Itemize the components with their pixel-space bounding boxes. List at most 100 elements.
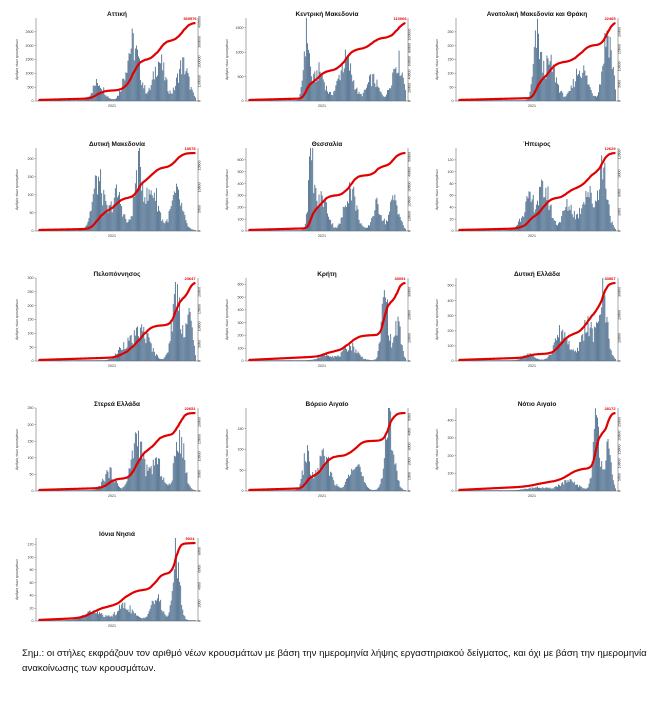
bar [601, 461, 603, 491]
bar [612, 225, 614, 231]
bar [271, 230, 273, 231]
bar [186, 68, 188, 101]
bar [403, 83, 405, 101]
bar [142, 458, 144, 491]
bar [305, 360, 307, 361]
x-axis-label: 2021 [318, 234, 326, 238]
bar [313, 359, 315, 361]
bar [481, 230, 483, 231]
bar [401, 345, 403, 361]
bar [278, 230, 280, 231]
bar [587, 316, 589, 361]
bar [143, 326, 145, 361]
bar [310, 148, 312, 231]
bar [153, 79, 155, 101]
y2-tick-label: 8000 [198, 547, 202, 555]
bar [358, 219, 360, 231]
bar [374, 210, 376, 231]
bar [509, 100, 511, 101]
bar [72, 360, 74, 361]
bar [580, 486, 582, 491]
bar [278, 490, 280, 491]
bar [107, 359, 109, 361]
bar [149, 468, 151, 491]
bar [530, 488, 532, 491]
bar [111, 616, 113, 621]
bar [333, 357, 335, 361]
bar [122, 78, 124, 101]
bar [60, 490, 62, 491]
bar [352, 470, 354, 491]
bar [308, 180, 309, 231]
bar [558, 223, 559, 231]
bar [148, 337, 150, 361]
y-tick-label: 80 [30, 568, 34, 572]
bar [80, 490, 82, 491]
cumulative-line [38, 21, 196, 102]
bar [115, 97, 117, 101]
bar [458, 230, 459, 231]
bar [361, 356, 363, 361]
bar [170, 321, 172, 361]
bar [160, 212, 162, 231]
y-tick-label: 2000 [26, 44, 34, 48]
y2-tick-label: 0 [408, 100, 412, 102]
bar [63, 490, 65, 491]
bar [167, 352, 169, 361]
bar [357, 351, 359, 361]
bar [87, 221, 89, 231]
bar [506, 360, 508, 361]
bar [112, 614, 114, 621]
y2-tick-label: 20000 [618, 27, 622, 37]
y-axis-label: Αριθμός νέων κρουσμάτων [225, 429, 229, 470]
bar [175, 558, 177, 621]
bar [480, 230, 482, 231]
bar [486, 100, 488, 101]
bar [144, 617, 146, 621]
bar [113, 611, 115, 621]
bar [541, 179, 543, 231]
y-tick-label: 0 [452, 359, 454, 363]
bar [479, 100, 480, 101]
bar [602, 66, 604, 101]
bar [149, 608, 151, 621]
bar [591, 328, 593, 361]
y2-tick-label: 10000 [618, 458, 622, 468]
bar [568, 91, 570, 101]
bar [458, 100, 459, 101]
bar [359, 354, 361, 361]
bar [513, 100, 515, 101]
bar [194, 490, 196, 491]
bar [537, 486, 538, 491]
bar [331, 94, 333, 101]
bar [548, 354, 550, 361]
bar [565, 206, 567, 231]
bar [272, 100, 274, 101]
bar [524, 212, 526, 231]
bar [123, 486, 125, 491]
bar [56, 490, 58, 491]
bar [275, 230, 277, 231]
y2-tick-label: 10000 [408, 333, 412, 343]
bar [312, 148, 314, 231]
bar [132, 458, 134, 491]
y-tick-label: 400 [448, 299, 454, 303]
bar [370, 489, 372, 491]
bar [324, 465, 326, 491]
bar [533, 47, 535, 101]
bar [515, 100, 517, 101]
bar [605, 322, 607, 361]
bar [341, 64, 343, 101]
bar [396, 335, 398, 361]
y-tick-label: 300 [448, 314, 454, 318]
bar [183, 443, 185, 491]
bar [290, 360, 292, 361]
bar [613, 227, 615, 231]
bar [271, 490, 273, 491]
bar [152, 348, 154, 361]
y2-tick-label: 5000 [198, 205, 202, 213]
bar [516, 100, 518, 101]
bar [345, 479, 347, 491]
bar [171, 331, 173, 361]
y2-tick-label: 20000 [198, 417, 202, 427]
